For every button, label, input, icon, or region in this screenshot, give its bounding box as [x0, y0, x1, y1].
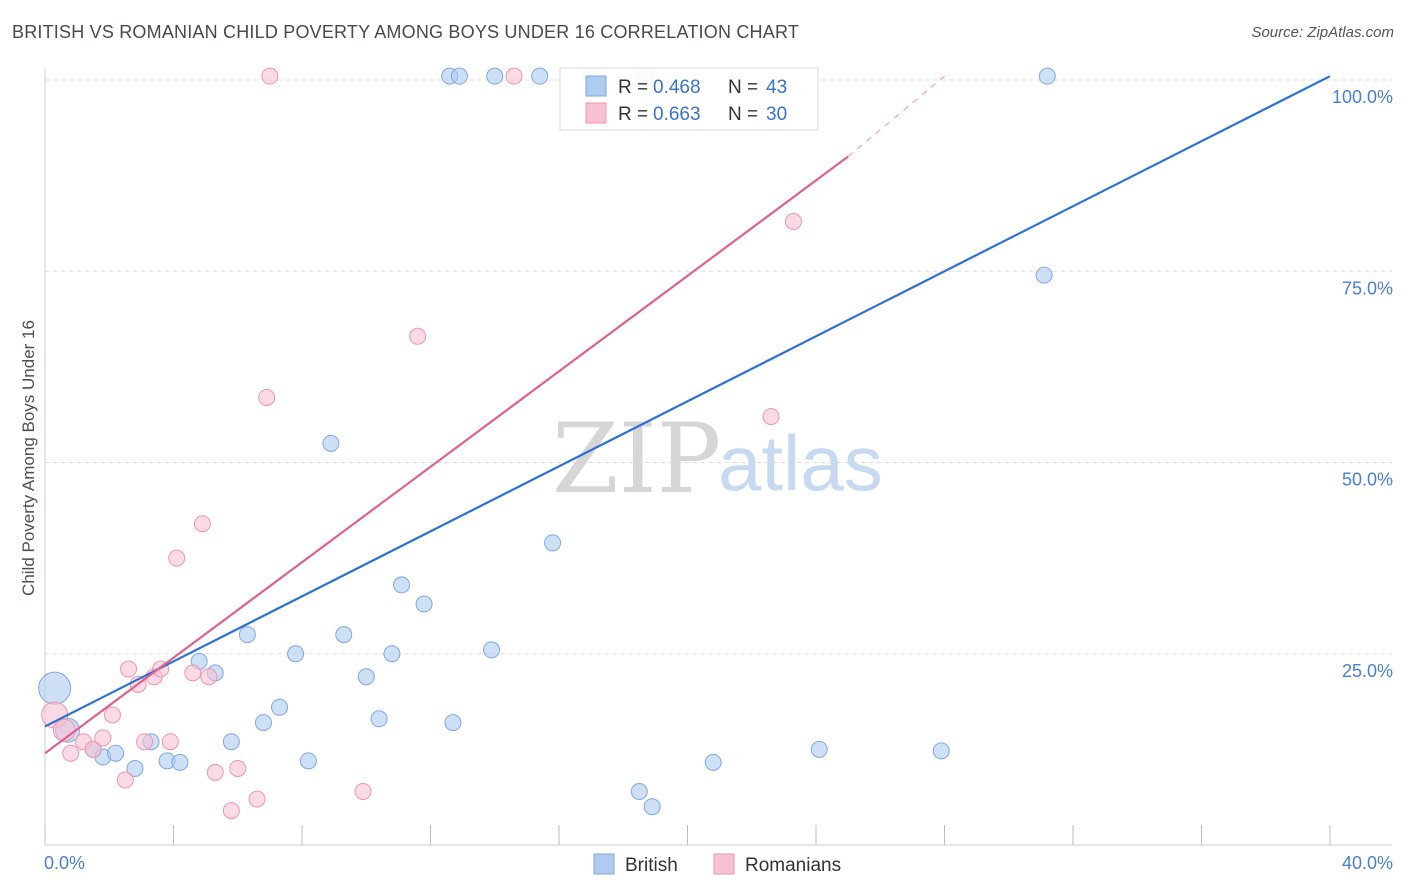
british-point [126, 760, 144, 777]
british-point [630, 782, 648, 800]
british-bottom-label: British [625, 855, 678, 876]
chart-source: Source: ZipAtlas.com [1251, 24, 1394, 41]
grid-lines [45, 79, 1392, 655]
axes [44, 68, 1392, 846]
watermark: ZIP atlas [552, 403, 883, 515]
romanian-points [41, 67, 803, 820]
british-point [238, 626, 256, 644]
british-point [107, 744, 125, 762]
y-tick-label: 25.0% [1342, 661, 1393, 681]
romanian-point [193, 515, 211, 533]
bottom-legend: British Romanians [593, 853, 841, 876]
british-point [643, 798, 661, 816]
romanian-point [161, 733, 179, 751]
romanian-legend-swatch [585, 102, 607, 124]
romanian-trend-line [44, 155, 849, 755]
romanian-bottom-swatch [713, 853, 735, 875]
romanian-point [84, 740, 102, 758]
british-bottom-swatch [593, 853, 615, 875]
y-axis-label: Child Poverty Among Boys Under 16 [19, 320, 38, 596]
british-point [383, 645, 401, 663]
romanian-n-value: 30 [766, 104, 787, 125]
watermark-zip: ZIP [552, 403, 721, 515]
romanian-r-value: 0.663 [653, 104, 701, 125]
romanian-point [116, 771, 134, 789]
british-point [1038, 67, 1056, 85]
romanian-point [409, 327, 427, 345]
british-point [704, 753, 722, 771]
british-point [299, 752, 317, 770]
british-point [254, 714, 272, 732]
romanian-point [120, 660, 138, 678]
british-point [271, 698, 289, 716]
x-tick-label: 0.0% [44, 853, 85, 873]
romanian-point [94, 729, 112, 747]
romanian-point [168, 549, 186, 567]
chart-title: BRITISH VS ROMANIAN CHILD POVERTY AMONG … [12, 22, 800, 42]
legend-box: R = 0.468 N = 43 R = 0.663 N = 30 [559, 67, 819, 131]
british-legend-swatch [585, 75, 607, 97]
british-point [287, 645, 305, 663]
romanian-point [62, 744, 80, 762]
romanian-point [229, 760, 247, 777]
romanian-point [258, 388, 276, 406]
british-r-value: 0.468 [653, 77, 701, 98]
watermark-atlas: atlas [718, 419, 883, 507]
romanian-point [206, 763, 224, 781]
british-point [415, 595, 433, 613]
romanian-point [200, 668, 218, 686]
romanian-point [505, 67, 523, 85]
british-point [370, 710, 388, 728]
y-tick-label: 75.0% [1342, 278, 1393, 298]
british-n-label: N = [728, 77, 758, 98]
romanian-point [136, 733, 154, 751]
british-point [531, 67, 549, 85]
british-point [450, 67, 468, 85]
british-point [444, 714, 462, 732]
romanian-r-label: R = [618, 104, 648, 125]
romanian-n-label: N = [728, 104, 758, 125]
british-point [322, 434, 340, 452]
british-point [932, 742, 950, 760]
british-point [486, 67, 504, 85]
british-point [335, 626, 353, 644]
x-tick-label: 40.0% [1342, 853, 1393, 873]
romanian-bottom-label: Romanians [745, 855, 841, 876]
british-point [1035, 266, 1053, 284]
romanian-point [785, 213, 803, 231]
british-point [544, 534, 562, 552]
romanian-point [184, 664, 202, 682]
trend-lines [44, 75, 1331, 755]
romanian-point [248, 790, 266, 808]
british-point [393, 576, 411, 594]
romanian-point [103, 706, 121, 724]
british-trend-line [44, 75, 1331, 728]
romanian-point [354, 782, 372, 800]
romanian-point [261, 67, 279, 85]
british-n-value: 43 [766, 77, 787, 98]
british-point [171, 753, 189, 771]
romanian-trend-extension [847, 75, 945, 157]
romanian-point [762, 408, 780, 426]
british-point [483, 641, 501, 659]
british-point [357, 668, 375, 686]
british-point [38, 671, 72, 705]
british-point [222, 733, 240, 751]
y-tick-label: 100.0% [1332, 87, 1393, 107]
tick-labels: 100.0% 75.0% 50.0% 25.0% 0.0% 40.0% [44, 87, 1393, 873]
british-point [810, 740, 828, 758]
romanian-point [222, 802, 240, 820]
y-tick-label: 50.0% [1342, 470, 1393, 490]
british-r-label: R = [618, 77, 648, 98]
british-points [38, 67, 1056, 816]
